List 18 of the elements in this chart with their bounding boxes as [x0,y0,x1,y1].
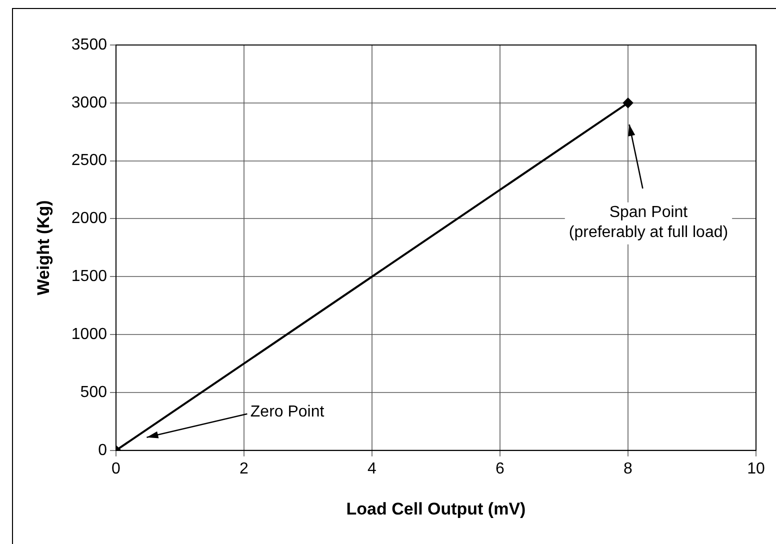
y-tick-label: 1000 [71,326,108,343]
y-axis-title: Weight (Kg) [34,200,53,296]
annotation: Zero Point [250,403,325,420]
y-tick-label: 0 [98,442,108,459]
x-tick-label: 6 [496,460,505,478]
y-tick-label: 2500 [71,152,108,170]
y-tick-label: 1500 [71,268,108,286]
annotation: Span Point (preferably at full load) [568,204,728,241]
y-tick-label: 2000 [71,210,108,228]
x-axis-title: Load Cell Output (mV) [346,499,526,518]
y-tick-label: 500 [80,384,108,401]
x-tick-label: 2 [240,460,249,478]
x-tick-label: 0 [112,460,121,478]
y-tick-label: 3000 [71,94,108,112]
x-tick-label: 4 [368,460,377,478]
y-tick-label: 3500 [71,36,108,54]
x-tick-label: 10 [747,460,765,478]
x-tick-label: 8 [624,460,633,478]
